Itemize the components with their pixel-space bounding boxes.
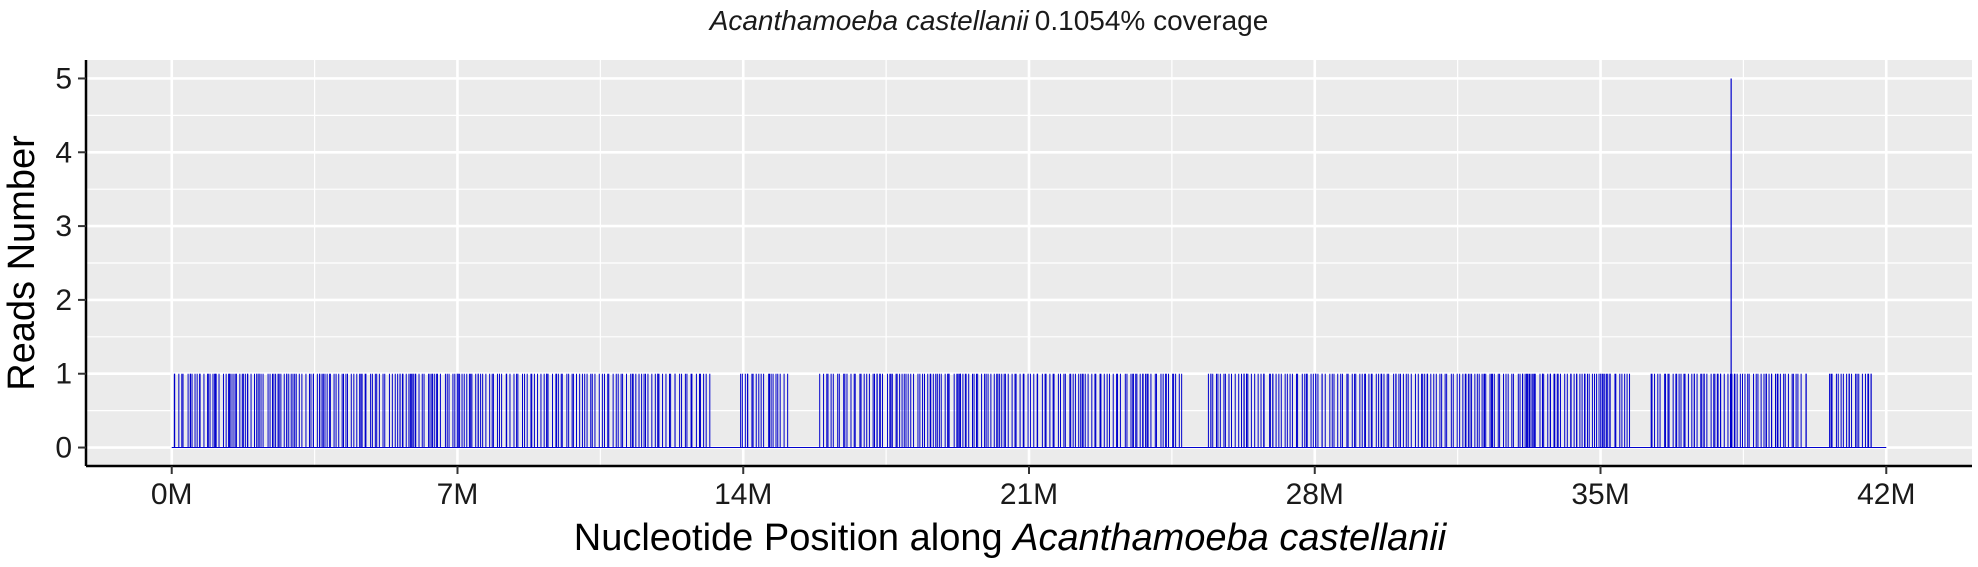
x-tick-label: 35M <box>1571 478 1629 511</box>
y-axis-title: Reads Number <box>1 135 43 391</box>
x-tick-label: 0M <box>151 478 193 511</box>
x-tick-label: 42M <box>1857 478 1915 511</box>
chart-title-species: Acanthamoeba castellanii <box>708 5 1030 36</box>
y-tick-label: 1 <box>55 358 72 391</box>
y-tick-label: 3 <box>55 210 72 243</box>
x-tick-label: 7M <box>437 478 479 511</box>
y-tick-label: 0 <box>55 432 72 465</box>
x-tick-label: 21M <box>1000 478 1058 511</box>
chart-title-coverage: 0.1054% coverage <box>1035 5 1269 36</box>
y-tick-label: 4 <box>55 136 72 169</box>
coverage-bars <box>171 78 1887 449</box>
x-axis-title: Nucleotide Position along Acanthamoeba c… <box>574 517 1448 559</box>
x-axis-ticks: 0M 7M 14M 21M 28M 35M 42M <box>151 466 1915 511</box>
x-tick-label: 14M <box>714 478 772 511</box>
x-tick-label: 28M <box>1286 478 1344 511</box>
x-axis-title-species: Acanthamoeba castellanii <box>1011 517 1448 559</box>
y-tick-label: 2 <box>55 284 72 317</box>
y-tick-label: 5 <box>55 62 72 95</box>
x-axis-title-prefix: Nucleotide Position along <box>574 517 1013 559</box>
y-axis-ticks: 0 1 2 3 4 5 <box>55 62 86 465</box>
chart-title: Acanthamoeba castellanii 0.1054% coverage <box>708 5 1269 36</box>
